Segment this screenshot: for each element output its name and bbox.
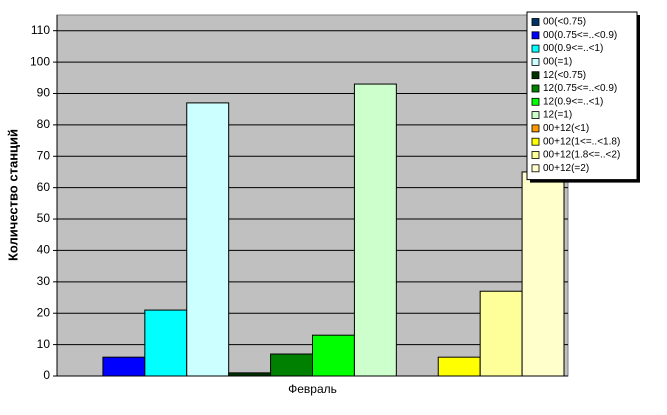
legend-label: 00+12(1<=..<1.8) <box>543 136 620 147</box>
y-tick-label: 30 <box>37 274 51 288</box>
bar <box>479 290 523 377</box>
y-tick-label: 0 <box>43 368 50 382</box>
legend-swatch <box>531 71 540 80</box>
bar <box>437 356 481 377</box>
legend-label: 00+12(<1) <box>543 123 589 134</box>
legend-swatch <box>531 44 540 53</box>
y-tick-label: 60 <box>37 180 51 194</box>
legend-label: 00(<0.75) <box>543 17 586 28</box>
y-tick-label: 80 <box>37 117 51 131</box>
bar <box>186 102 230 377</box>
y-tick-label: 40 <box>37 243 51 257</box>
bar <box>521 171 565 377</box>
legend-swatch <box>531 84 540 93</box>
legend-swatch <box>531 124 540 133</box>
legend-box <box>526 11 638 181</box>
legend-swatch <box>531 97 540 106</box>
legend-label: 00(0.9<=..<1) <box>543 43 603 54</box>
legend-swatch <box>531 137 540 146</box>
legend-label: 00+12(=2) <box>543 163 589 174</box>
legend-label: 00(=1) <box>543 57 572 68</box>
y-tick-label: 50 <box>37 211 51 225</box>
y-tick-label: 10 <box>37 337 51 351</box>
legend-label: 00(0.75<=..<0.9) <box>543 30 617 41</box>
legend-label: 12(=1) <box>543 110 572 121</box>
legend-label: 12(<0.75) <box>543 70 586 81</box>
y-axis-label: Количество станций <box>5 129 20 261</box>
y-tick-label: 20 <box>37 305 51 319</box>
legend-swatch <box>531 58 540 66</box>
legend: 00(<0.75) 00(0.75<=..<0.9) 00(0.9<=..<1) 00… <box>526 11 640 183</box>
bar <box>102 356 146 377</box>
y-tick-label: 90 <box>37 86 51 100</box>
bar <box>353 83 397 377</box>
legend-label: 00+12(1.8<=..<2) <box>543 150 620 161</box>
legend-swatch <box>531 31 540 40</box>
legend-label: 12(0.75<=..<0.9) <box>543 83 617 94</box>
y-tick-label: 100 <box>30 54 50 68</box>
bar <box>312 334 355 377</box>
y-tick-label: 70 <box>37 148 51 162</box>
legend-swatch <box>531 164 540 173</box>
legend-label: 12(0.9<=..<1) <box>543 96 603 107</box>
bar <box>144 309 188 377</box>
legend-swatch <box>531 151 540 159</box>
x-tick-label: Февраль <box>288 382 337 396</box>
y-tick-label: 110 <box>31 23 50 37</box>
legend-swatch <box>531 18 540 26</box>
legend-swatch <box>531 111 540 119</box>
bar <box>270 353 314 377</box>
